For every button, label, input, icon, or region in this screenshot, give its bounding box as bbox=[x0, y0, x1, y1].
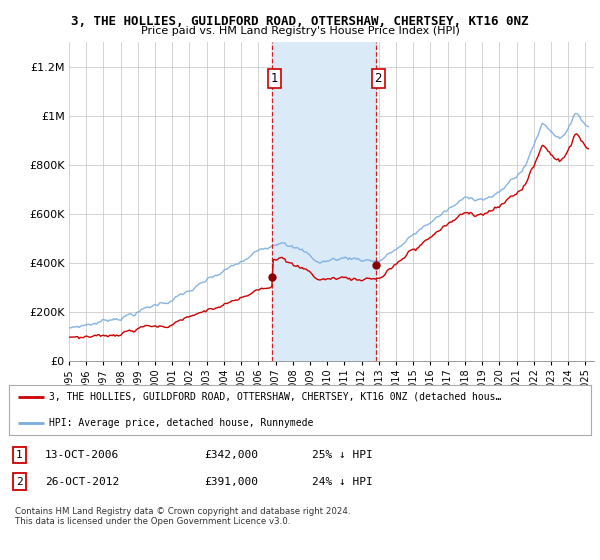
Text: 1: 1 bbox=[16, 450, 23, 460]
Text: 25% ↓ HPI: 25% ↓ HPI bbox=[312, 450, 373, 460]
Bar bbox=[272, 42, 376, 361]
Text: 2: 2 bbox=[16, 477, 23, 487]
Text: £391,000: £391,000 bbox=[204, 477, 258, 487]
Text: 13-OCT-2006: 13-OCT-2006 bbox=[45, 450, 119, 460]
Text: 1: 1 bbox=[271, 72, 278, 85]
Text: 2: 2 bbox=[374, 72, 382, 85]
Text: Price paid vs. HM Land Registry's House Price Index (HPI): Price paid vs. HM Land Registry's House … bbox=[140, 26, 460, 36]
Text: 26-OCT-2012: 26-OCT-2012 bbox=[45, 477, 119, 487]
Text: 24% ↓ HPI: 24% ↓ HPI bbox=[312, 477, 373, 487]
Text: Contains HM Land Registry data © Crown copyright and database right 2024.
This d: Contains HM Land Registry data © Crown c… bbox=[15, 507, 350, 526]
Text: 3, THE HOLLIES, GUILDFORD ROAD, OTTERSHAW, CHERTSEY, KT16 0NZ (detached hous…: 3, THE HOLLIES, GUILDFORD ROAD, OTTERSHA… bbox=[49, 392, 501, 402]
Text: £342,000: £342,000 bbox=[204, 450, 258, 460]
Text: 3, THE HOLLIES, GUILDFORD ROAD, OTTERSHAW, CHERTSEY, KT16 0NZ: 3, THE HOLLIES, GUILDFORD ROAD, OTTERSHA… bbox=[71, 15, 529, 28]
Text: HPI: Average price, detached house, Runnymede: HPI: Average price, detached house, Runn… bbox=[49, 418, 313, 428]
